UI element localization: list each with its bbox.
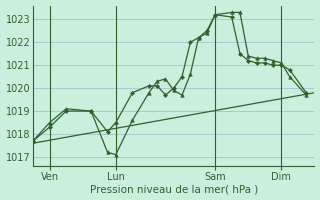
X-axis label: Pression niveau de la mer( hPa ): Pression niveau de la mer( hPa ) xyxy=(90,184,258,194)
